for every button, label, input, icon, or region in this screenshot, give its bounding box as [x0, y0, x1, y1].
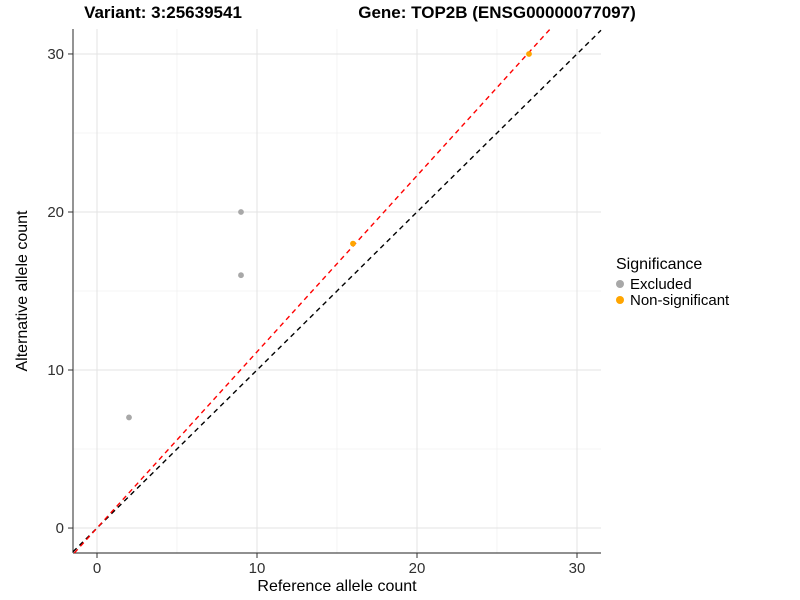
x-tick-label: 10 [249, 560, 266, 577]
identity-line [72, 29, 602, 553]
y-tick-label: 0 [56, 520, 64, 537]
variant-title: Variant: 3:25639541 [84, 3, 242, 22]
data-point-non-significant [526, 51, 532, 57]
data-point-non-significant [350, 240, 356, 247]
x-axis-title: Reference allele count [257, 578, 417, 595]
legend-item: Excluded [616, 275, 729, 293]
data-point-excluded [126, 414, 132, 421]
y-axis-title: Alternative allele count [14, 210, 31, 372]
x-tick-label: 30 [569, 560, 586, 577]
data-point-excluded [238, 209, 244, 215]
data-point-excluded [238, 272, 244, 279]
x-tick-label: 0 [93, 560, 101, 577]
legend-item-label: Non-significant [630, 291, 730, 309]
legend-item-label: Excluded [630, 275, 692, 293]
y-tick-label: 20 [47, 204, 64, 221]
x-tick-label: 20 [409, 560, 426, 577]
y-tick-label: 30 [47, 46, 64, 63]
y-tick-label: 10 [47, 362, 64, 379]
gene-title: Gene: TOP2B (ENSG00000077097) [358, 3, 636, 22]
legend: Significance Excluded Non-significant [616, 256, 730, 309]
legend-item: Non-significant [616, 291, 730, 309]
legend-title: Significance [616, 256, 703, 273]
ratio-line [73, 28, 551, 554]
legend-key-dot [616, 296, 624, 304]
legend-key-dot [616, 280, 624, 288]
